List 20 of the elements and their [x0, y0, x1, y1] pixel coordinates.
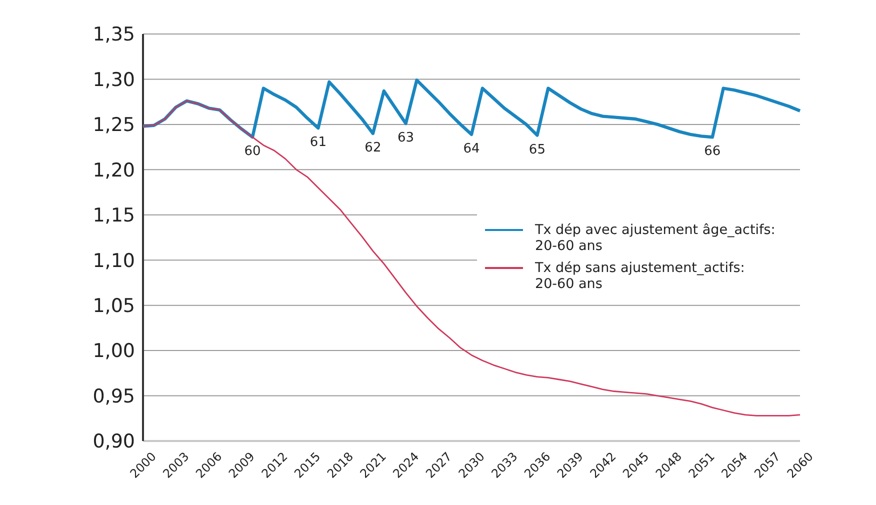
legend-label: Tx dép sans ajustement_actifs: 20-60 ans — [534, 260, 745, 292]
line-series — [142, 100, 801, 416]
y-tick-label: 1,35 — [92, 24, 135, 46]
y-tick-label: 1,15 — [92, 204, 135, 227]
legend-label: Tx dép avec ajustement âge_actifs: 20-60 ans — [534, 222, 776, 254]
y-tick-label: 1,30 — [92, 68, 135, 91]
y-tick-label: 0,95 — [92, 385, 135, 408]
annotation: 64 — [463, 141, 480, 156]
y-tick-label: 1,20 — [92, 159, 135, 182]
y-tick-label: 1,10 — [92, 250, 135, 272]
annotation: 62 — [364, 140, 382, 156]
y-tick-label: 1,25 — [92, 114, 135, 136]
y-tick-label: 1,00 — [92, 340, 135, 362]
annotation: 65 — [528, 142, 546, 158]
y-tick-label: 0,90 — [92, 430, 135, 453]
y-tick-label: 1,05 — [92, 294, 135, 317]
annotation: 63 — [398, 130, 414, 146]
annotation: 60 — [244, 144, 261, 160]
annotation: 66 — [704, 144, 721, 160]
annotation: 61 — [310, 135, 326, 150]
